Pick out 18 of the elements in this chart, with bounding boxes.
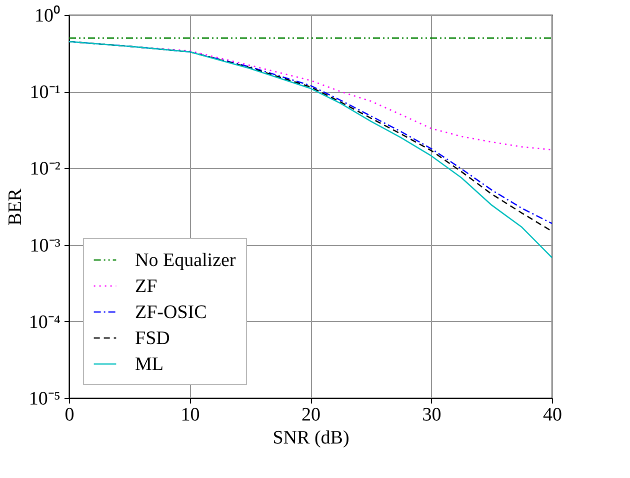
x-tick-label: 40 bbox=[543, 404, 562, 426]
x-tick-label: 20 bbox=[302, 404, 320, 426]
legend-label: FSD bbox=[135, 328, 170, 349]
y-tick-label: 10⁻¹ bbox=[30, 82, 61, 104]
y-tick-label: 10⁰ bbox=[34, 4, 60, 26]
y-tick-label: 10⁻⁴ bbox=[28, 312, 61, 333]
x-tick-label: 10 bbox=[180, 404, 200, 426]
x-tick-label: 30 bbox=[422, 404, 442, 426]
y-tick-label: 10⁻² bbox=[30, 158, 61, 180]
y-tick-label: 10⁻³ bbox=[30, 235, 61, 256]
y-axis-title: BER bbox=[4, 188, 26, 226]
x-tick-label: 0 bbox=[64, 404, 74, 426]
legend-label: No Equalizer bbox=[135, 250, 236, 271]
legend-label: ZF bbox=[135, 276, 158, 297]
y-tick-label: 10⁻⁵ bbox=[28, 388, 60, 410]
x-axis-title: SNR (dB) bbox=[272, 428, 350, 448]
legend-label: ZF-OSIC bbox=[135, 302, 207, 323]
legend-label: ML bbox=[135, 354, 164, 375]
